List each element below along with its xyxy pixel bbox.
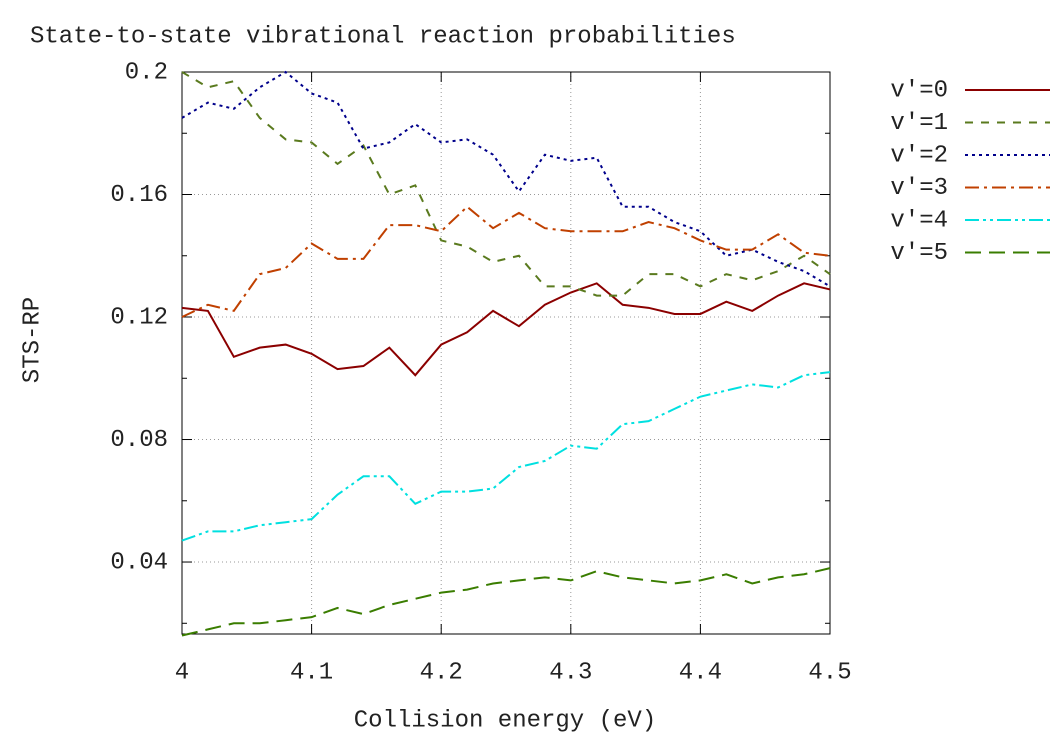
x-tick-label: 4.2	[420, 659, 463, 686]
legend-label: v′=1	[890, 110, 948, 137]
series-line	[181, 71, 831, 297]
chart-title: State-to-state vibrational reaction prob…	[30, 23, 736, 50]
y-tick-label: 0.2	[125, 59, 168, 86]
plot-frame	[181, 71, 831, 635]
legend-label: v′=5	[890, 240, 948, 267]
legend-label: v′=0	[890, 77, 948, 104]
series-line	[181, 205, 831, 318]
x-axis-label: Collision energy (eV)	[354, 707, 656, 734]
y-tick-label: 0.04	[110, 549, 168, 576]
series-line	[181, 282, 831, 377]
legend-label: v′=2	[890, 142, 948, 169]
y-tick-label: 0.12	[110, 304, 168, 331]
y-axis-label: STS-RP	[19, 297, 46, 383]
x-tick-label: 4.3	[549, 659, 592, 686]
series-line	[181, 567, 831, 637]
y-tick-label: 0.08	[110, 427, 168, 454]
series-line	[181, 70, 831, 288]
legend-label: v′=3	[890, 175, 948, 202]
y-tick-label: 0.16	[110, 182, 168, 209]
x-tick-label: 4.4	[679, 659, 722, 686]
x-tick-label: 4.1	[290, 659, 333, 686]
legend-label: v′=4	[890, 207, 948, 234]
x-tick-label: 4.5	[808, 659, 851, 686]
series-line	[181, 371, 831, 542]
x-tick-label: 4	[175, 659, 189, 686]
